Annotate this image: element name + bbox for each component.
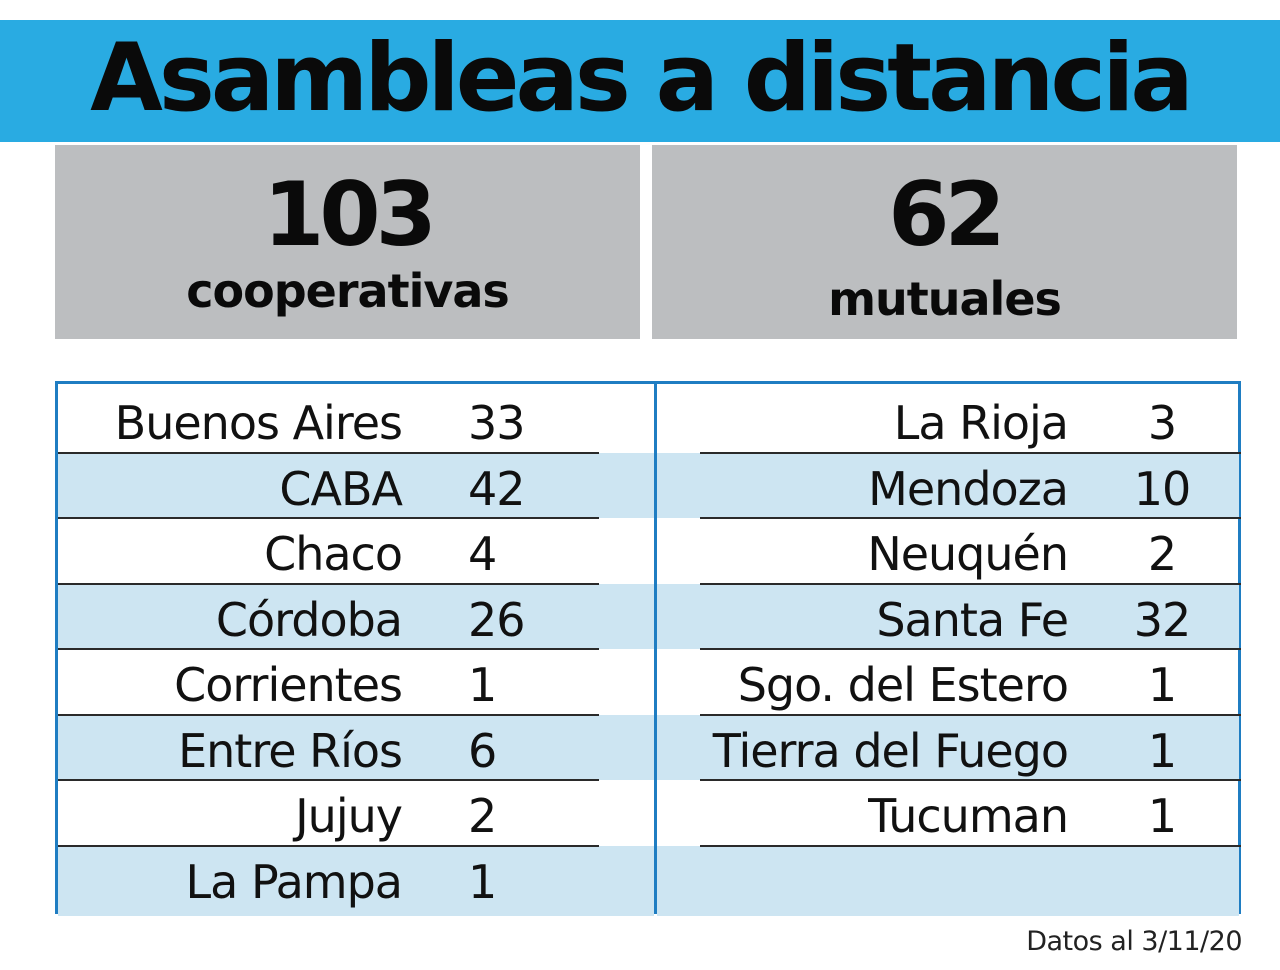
table-row: Sgo. del Estero 1 [0,651,1280,716]
province-name: Mendoza [868,461,1069,516]
row-separator [58,648,599,650]
row-separator [58,714,599,716]
data-date-footnote: Datos al 3/11/20 [1026,926,1242,957]
right-row-shade [657,583,1239,649]
province-name: Santa Fe [876,592,1069,647]
province-name: Buenos Aires [114,396,403,450]
row-separator [58,517,599,519]
row-separator [700,779,1241,781]
row-separator [700,845,1241,847]
province-name: Sgo. del Estero [737,658,1069,712]
province-count: 6 [468,723,497,778]
right-row-shade [657,452,1239,518]
table-row: Tucuman 1 [0,782,1280,847]
left-row-shade [58,845,654,916]
row-separator [700,648,1241,650]
left-row-shade [58,714,654,780]
table-row: Jujuy 2 [0,782,1280,847]
title-banner: Asambleas a distancia [0,20,1280,142]
table-row: Tierra del Fuego 1 [0,717,1280,782]
table-row: Mendoza 10 [0,455,1280,520]
row-separator [700,583,1241,585]
province-name: Jujuy [295,789,403,843]
cooperativas-stat-box: 103 cooperativas [55,145,640,339]
mutuales-count: 62 [888,163,1005,266]
page-title: Asambleas a distancia [90,24,1194,133]
cooperativas-count: 103 [263,163,437,266]
row-separator [700,714,1241,716]
row-separator [700,452,1241,454]
province-name: Neuquén [867,527,1069,581]
province-count: 1 [468,854,497,909]
right-row-shade [657,714,1239,780]
province-name: Corrientes [174,658,403,712]
province-count: 33 [468,396,526,450]
province-count: 2 [1147,527,1177,581]
province-count: 42 [468,461,526,516]
mutuales-label: mutuales [828,272,1062,326]
left-row-shade [58,583,654,649]
table-row: Santa Fe 32 [0,586,1280,651]
row-separator [700,517,1241,519]
cooperativas-label: cooperativas [186,264,510,318]
province-name: Tucuman [868,789,1069,843]
province-name: La Pampa [185,854,404,909]
table-row: Corrientes 1 [0,651,1280,716]
province-count: 3 [1147,396,1177,450]
province-count: 32 [1133,592,1192,647]
province-count: 1 [1147,658,1177,712]
row-separator [58,452,599,454]
left-row-shade [58,452,654,518]
province-name: Tierra del Fuego [712,723,1069,778]
column-divider [654,381,657,914]
province-count: 1 [468,658,497,712]
province-name: Córdoba [215,592,403,647]
table-row: Córdoba 26 [0,586,1280,651]
row-separator [58,845,599,847]
province-count: 1 [1147,789,1177,843]
table-row: Entre Ríos 6 [0,717,1280,782]
province-count: 1 [1147,723,1177,778]
table-row: Buenos Aires 33 [0,389,1280,454]
right-row-shade [657,845,1239,916]
province-name: La Rioja [893,396,1069,450]
province-name: Chaco [264,527,403,581]
table-row: CABA 42 [0,455,1280,520]
province-count: 2 [468,789,497,843]
province-name: CABA [279,461,403,516]
province-name: Entre Ríos [178,723,403,778]
row-separator [58,583,599,585]
province-count: 26 [468,592,526,647]
table-row: Neuquén 2 [0,520,1280,585]
province-count: 4 [468,527,497,581]
table-row: Chaco 4 [0,520,1280,585]
table-row: La Rioja 3 [0,389,1280,454]
row-separator [58,779,599,781]
province-count: 10 [1133,461,1192,516]
table-row: La Pampa 1 [0,848,1280,913]
mutuales-stat-box: 62 mutuales [652,145,1237,339]
